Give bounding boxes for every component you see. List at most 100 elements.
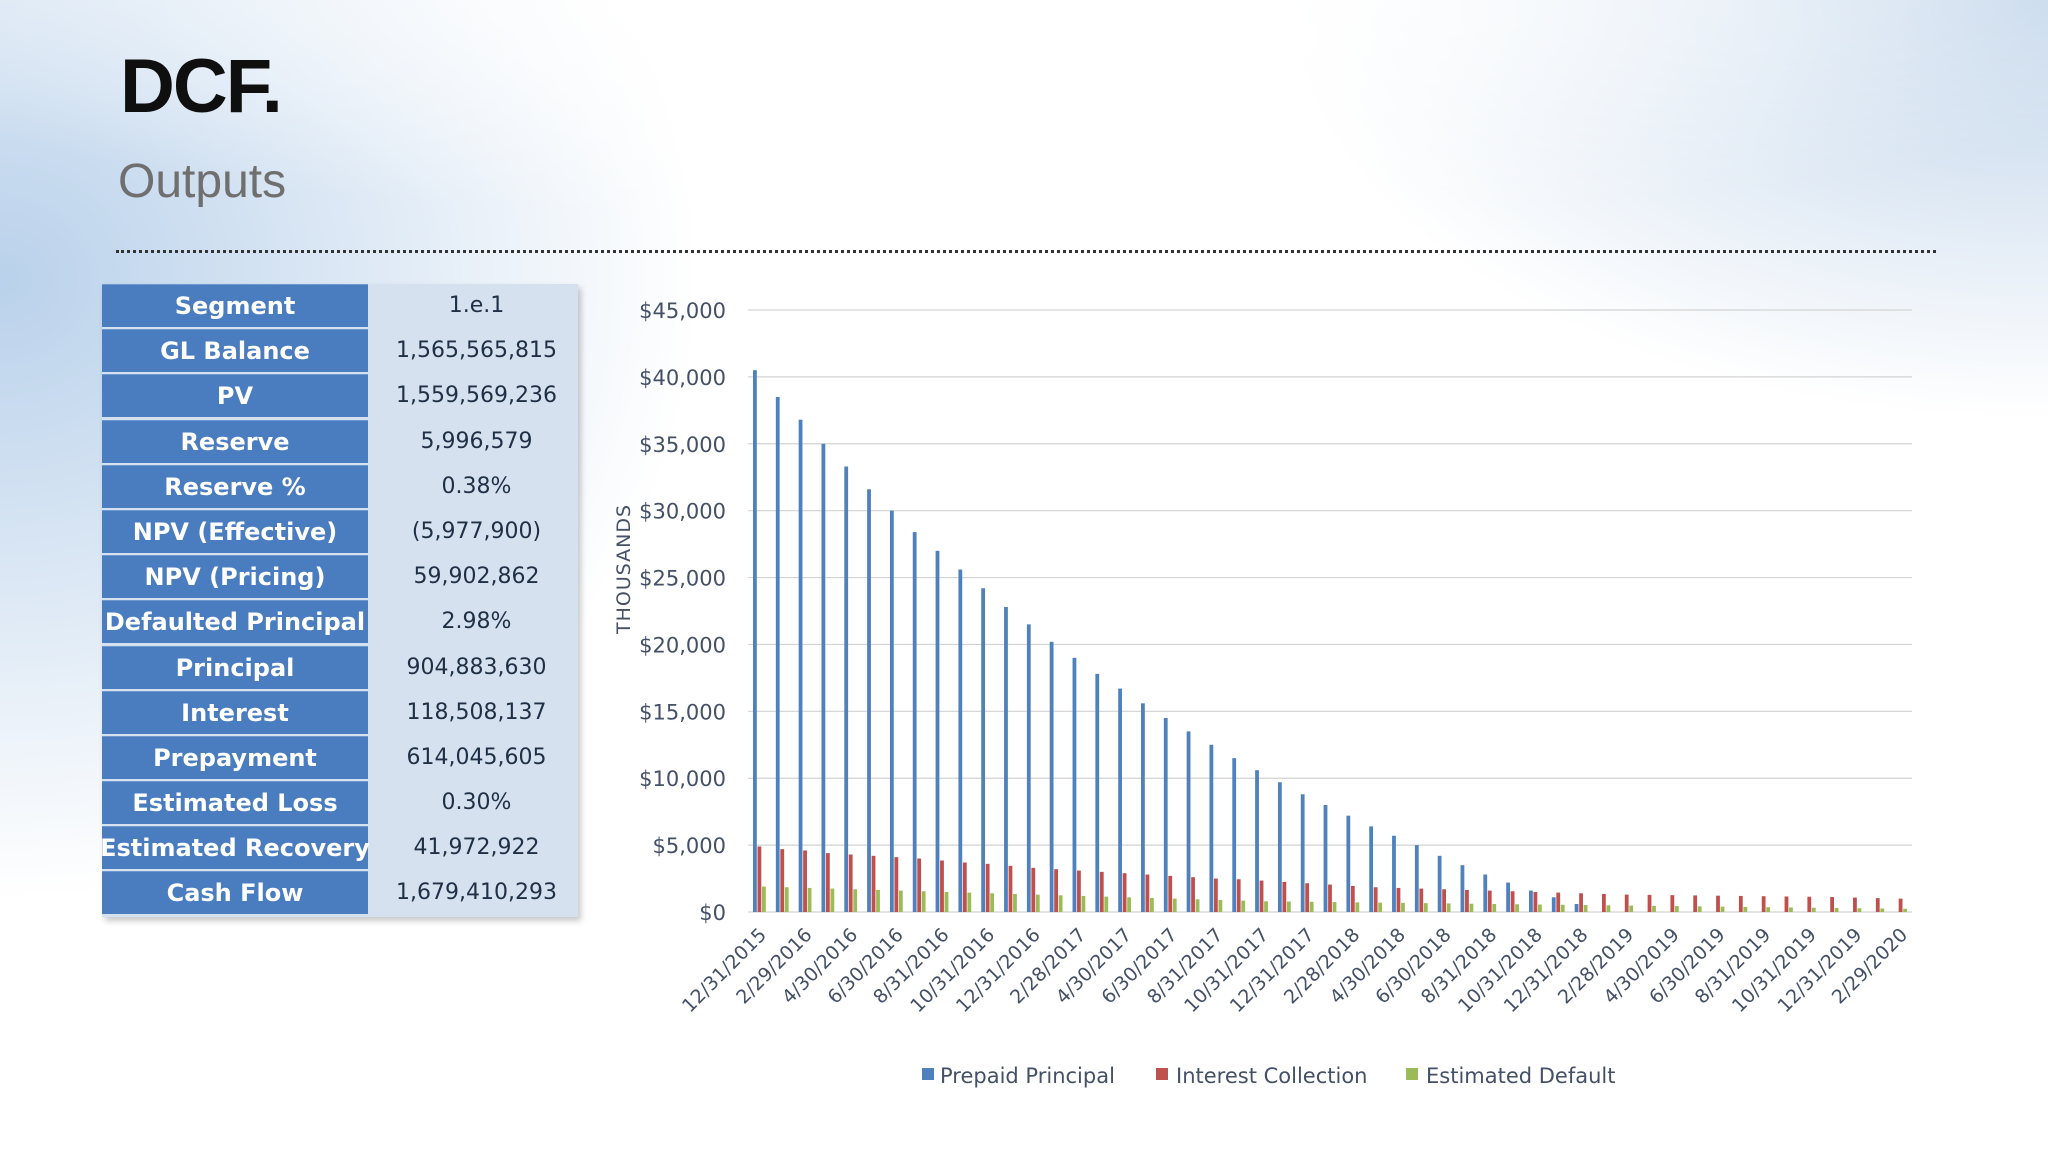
bar-interest-collection xyxy=(1145,874,1150,912)
bar-prepaid-principal xyxy=(1300,794,1305,912)
bar-prepaid-principal xyxy=(1186,731,1191,912)
bar-prepaid-principal xyxy=(867,489,871,912)
table-row: PV 1,559,569,236 xyxy=(102,374,578,418)
bar-interest-collection xyxy=(1487,890,1492,912)
bar-interest-collection xyxy=(1556,892,1561,912)
bar-estimated-default xyxy=(876,889,880,912)
table-row-label: Interest xyxy=(102,690,368,734)
table-row-label: Prepayment xyxy=(102,735,368,779)
bar-estimated-default xyxy=(1652,905,1656,912)
table-row-label: Reserve % xyxy=(102,464,368,508)
bar-prepaid-principal xyxy=(1004,606,1008,912)
table-row-label: Segment xyxy=(102,284,368,327)
bar-estimated-default xyxy=(1583,905,1588,912)
bar-prepaid-principal xyxy=(1163,718,1168,912)
legend-label: Estimated Default xyxy=(1426,1064,1616,1088)
dotted-divider xyxy=(116,250,1936,253)
bar-estimated-default xyxy=(1309,901,1314,912)
table-row: Prepayment 614,045,605 xyxy=(102,735,578,779)
bar-prepaid-principal xyxy=(935,550,940,912)
table-row-label: PV xyxy=(102,374,368,418)
table-row-label: Estimated Loss xyxy=(102,781,368,825)
slide-subtitle: Outputs xyxy=(118,155,287,208)
bar-estimated-default xyxy=(853,889,858,912)
bar-interest-collection xyxy=(1693,895,1698,912)
bar-prepaid-principal xyxy=(1574,903,1579,912)
bar-estimated-default xyxy=(1789,907,1793,912)
bar-interest-collection xyxy=(1601,893,1606,912)
bar-estimated-default xyxy=(1538,904,1542,912)
bar-estimated-default xyxy=(967,892,972,912)
bar-prepaid-principal xyxy=(1232,758,1237,912)
bar-interest-collection xyxy=(1259,880,1264,912)
bar-interest-collection xyxy=(1579,893,1583,912)
bar-interest-collection xyxy=(803,850,807,912)
bar-interest-collection xyxy=(1236,879,1241,912)
bar-interest-collection xyxy=(1670,895,1675,912)
bar-prepaid-principal xyxy=(1095,673,1100,912)
bar-prepaid-principal xyxy=(1551,897,1556,912)
bar-interest-collection xyxy=(1738,895,1743,912)
bar-interest-collection xyxy=(1419,888,1424,912)
bar-estimated-default xyxy=(762,886,766,912)
bar-prepaid-principal xyxy=(1026,624,1031,912)
bar-estimated-default xyxy=(1127,897,1131,912)
bar-interest-collection xyxy=(780,849,785,912)
bar-estimated-default xyxy=(1697,906,1702,912)
bar-interest-collection xyxy=(825,853,830,912)
table-row-value: 59,902,862 xyxy=(413,564,540,590)
bar-interest-collection xyxy=(1624,894,1629,912)
table-row-label: Cash Flow xyxy=(102,871,368,915)
bar-interest-collection xyxy=(1647,894,1652,912)
outputs-table: Segment 1.e.1 GL Balance 1,565,565,815 PV 1,5… xyxy=(100,284,578,917)
bar-prepaid-principal xyxy=(1323,804,1328,912)
bar-interest-collection xyxy=(1465,889,1469,912)
table-row-value: 1,559,569,236 xyxy=(396,383,557,409)
bar-prepaid-principal xyxy=(958,569,963,912)
bar-prepaid-principal xyxy=(1072,657,1077,912)
bar-estimated-default xyxy=(1035,894,1040,912)
bar-estimated-default xyxy=(1218,899,1223,912)
bar-prepaid-principal xyxy=(1506,882,1510,912)
bar-estimated-default xyxy=(1834,907,1839,912)
bar-estimated-default xyxy=(1606,905,1611,912)
table-row-value: 614,045,605 xyxy=(406,744,547,770)
bar-prepaid-principal xyxy=(1414,845,1419,912)
bar-interest-collection xyxy=(1099,871,1104,912)
y-tick-label: $45,000 xyxy=(639,299,726,323)
bar-estimated-default xyxy=(1857,908,1862,912)
bar-estimated-default xyxy=(830,888,835,912)
table-row-value: 2.98% xyxy=(441,609,512,635)
legend-label: Prepaid Principal xyxy=(940,1064,1115,1088)
bar-estimated-default xyxy=(921,891,926,912)
bar-estimated-default xyxy=(1446,903,1451,912)
bar-estimated-default xyxy=(1423,903,1428,912)
bar-estimated-default xyxy=(1378,902,1383,912)
table-row: Cash Flow 1,679,410,293 xyxy=(102,871,578,915)
bar-interest-collection xyxy=(848,854,853,912)
legend-swatch xyxy=(1156,1068,1168,1080)
bar-prepaid-principal xyxy=(1255,770,1259,912)
bar-estimated-default xyxy=(1264,901,1268,912)
bar-prepaid-principal xyxy=(1392,835,1396,912)
bar-estimated-default xyxy=(1811,907,1816,912)
bar-interest-collection xyxy=(1830,897,1835,912)
bar-estimated-default xyxy=(1104,896,1109,912)
bar-prepaid-principal xyxy=(1209,744,1214,912)
bar-prepaid-principal xyxy=(1049,641,1054,912)
table-row-label: Defaulted Principal xyxy=(102,600,368,644)
bar-estimated-default xyxy=(898,890,903,912)
bar-interest-collection xyxy=(1396,887,1401,912)
bar-prepaid-principal xyxy=(1141,703,1145,912)
bar-interest-collection xyxy=(1716,895,1720,912)
bar-interest-collection xyxy=(1807,896,1812,912)
table-row-value: 41,972,922 xyxy=(413,835,540,861)
bar-interest-collection xyxy=(985,863,990,912)
bar-prepaid-principal xyxy=(1460,865,1465,912)
bar-estimated-default xyxy=(784,887,789,912)
bar-estimated-default xyxy=(1880,908,1885,912)
bar-interest-collection xyxy=(757,846,762,912)
table-row-label: NPV (Effective) xyxy=(102,509,368,553)
bar-interest-collection xyxy=(1784,896,1789,912)
bar-interest-collection xyxy=(962,862,967,912)
